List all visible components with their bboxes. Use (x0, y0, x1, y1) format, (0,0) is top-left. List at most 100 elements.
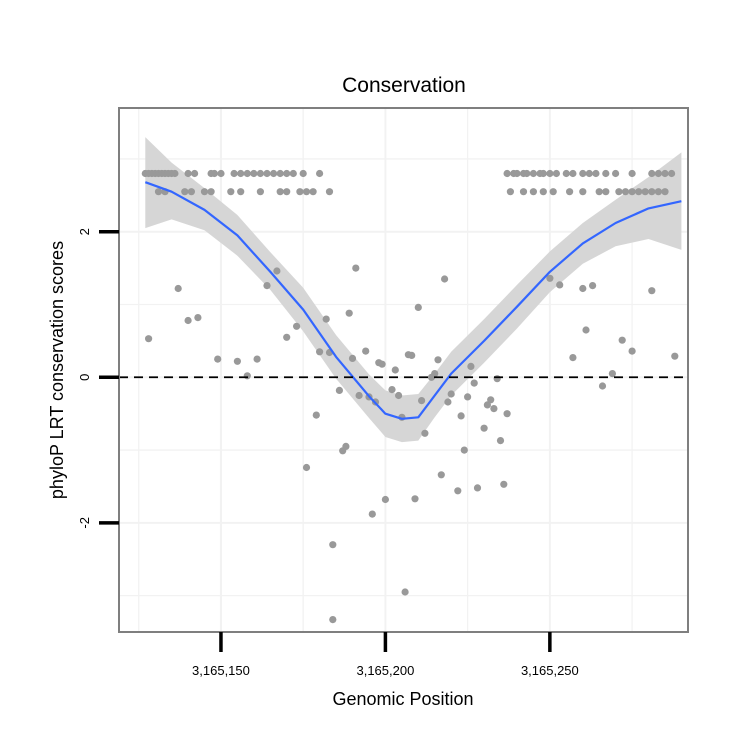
data-point (648, 169, 656, 178)
data-point (434, 356, 442, 364)
data-point (579, 169, 587, 178)
data-point (243, 372, 251, 380)
data-point (661, 188, 669, 196)
data-point (312, 411, 320, 419)
data-point (473, 484, 482, 492)
confidence-band-layer (145, 137, 682, 443)
data-point (529, 188, 538, 196)
data-point (483, 401, 491, 409)
data-point (302, 188, 311, 196)
data-point (181, 188, 189, 196)
data-point (421, 429, 429, 437)
data-point (174, 284, 182, 293)
data-point (276, 169, 284, 178)
data-point (454, 487, 462, 495)
data-point (263, 282, 271, 290)
data-point (187, 188, 195, 196)
data-point (503, 169, 511, 178)
data-point (487, 396, 495, 404)
data-point (408, 351, 416, 359)
data-point (582, 326, 590, 334)
y-axis-title: phyloP LRT conservation scores (47, 241, 67, 499)
data-point (460, 446, 468, 454)
data-point (352, 264, 360, 272)
data-point (612, 169, 620, 178)
data-point (579, 284, 587, 293)
chart-title: Conservation (342, 74, 466, 97)
y-axis-tick-label: -2 (77, 517, 92, 529)
data-point (506, 188, 514, 196)
data-point (414, 303, 422, 311)
data-point (270, 169, 278, 178)
data-point (210, 169, 218, 178)
data-point (648, 188, 656, 196)
data-point (256, 188, 264, 196)
data-point (302, 463, 311, 472)
data-point (322, 315, 330, 323)
data-point (641, 188, 649, 196)
data-point (283, 188, 291, 196)
data-point (496, 437, 505, 445)
x-axis-tick-label: 3,165,200 (356, 663, 414, 678)
panel-border (118, 107, 689, 633)
data-point (263, 169, 271, 178)
data-point (401, 588, 409, 596)
x-axis-tick-label: 3,165,250 (521, 663, 579, 678)
data-point (217, 169, 225, 178)
data-point (184, 169, 192, 178)
data-point (184, 316, 192, 325)
data-point (556, 281, 564, 289)
y-axis-ticks: -2 0 2 (77, 228, 119, 529)
data-point (589, 282, 597, 290)
data-point (342, 442, 350, 450)
data-point (444, 398, 452, 406)
data-point (648, 287, 656, 295)
data-point (464, 393, 472, 401)
data-point (256, 169, 264, 178)
data-point (431, 370, 439, 378)
data-point (296, 188, 304, 196)
data-point (437, 471, 445, 479)
data-point (602, 169, 610, 178)
data-point (602, 188, 610, 196)
data-point (316, 169, 324, 178)
data-point (214, 355, 222, 363)
data-point (237, 188, 245, 196)
data-point (237, 169, 245, 178)
data-point (539, 188, 547, 196)
data-point (348, 354, 357, 362)
data-point (493, 375, 501, 383)
data-point (592, 169, 600, 178)
data-point (552, 169, 561, 178)
data-point (457, 412, 465, 420)
data-point (447, 390, 455, 398)
data-point (579, 188, 587, 196)
data-point (283, 333, 291, 341)
data-point (513, 169, 521, 178)
data-point (628, 169, 636, 178)
data-point (329, 541, 337, 549)
data-point (243, 169, 251, 178)
data-point (467, 362, 475, 370)
data-point (227, 188, 235, 196)
data-point (191, 169, 199, 178)
data-point (546, 274, 554, 282)
data-point (378, 360, 386, 368)
data-point (207, 188, 215, 196)
y-axis-tick-label: 0 (77, 374, 92, 381)
data-point (654, 169, 663, 178)
data-point (276, 188, 284, 196)
data-point (661, 169, 669, 178)
data-point (621, 188, 630, 196)
data-point (345, 309, 353, 317)
data-point (418, 397, 426, 405)
data-point (585, 169, 593, 178)
data-point (154, 188, 163, 196)
data-point (368, 510, 376, 518)
data-point (529, 169, 538, 178)
data-point (381, 495, 389, 504)
data-point (388, 386, 396, 394)
data-point (595, 188, 603, 196)
data-point (490, 405, 498, 413)
data-point (500, 480, 508, 488)
